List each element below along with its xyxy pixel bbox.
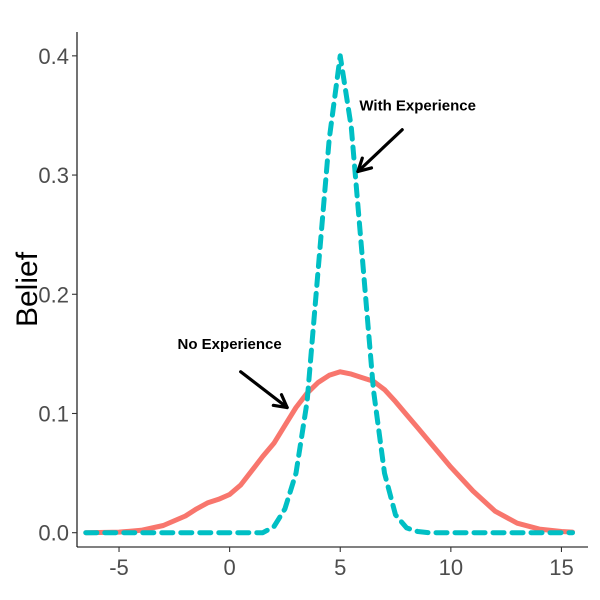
y-axis-title: Belief [11, 251, 44, 327]
arrow-shaft [239, 370, 289, 410]
no-experience-arrow [239, 370, 289, 410]
arrow-head [271, 393, 289, 410]
with-experience-label: With Experience [359, 98, 476, 115]
with-experience-arrow [356, 128, 404, 174]
y-tick-label: 0.1 [38, 401, 69, 426]
no-experience-line [83, 369, 575, 536]
x-ticks: -5 0 5 10 15 [109, 547, 574, 580]
y-tick-label: 0.3 [38, 163, 69, 188]
arrow-head [356, 156, 374, 174]
arrow-shaft [356, 128, 404, 174]
x-tick-label: 0 [224, 555, 236, 580]
y-tick-label: 0.4 [38, 44, 69, 69]
x-tick-label: 5 [334, 555, 346, 580]
y-ticks: 0.0 0.1 0.2 0.3 0.4 [38, 44, 77, 546]
y-tick-label: 0.0 [38, 521, 69, 546]
x-tick-label: -5 [109, 555, 129, 580]
no-experience-label: No Experience [178, 336, 282, 353]
series [83, 53, 575, 536]
with-experience-line [83, 53, 575, 536]
annotations: No Experience With Experience [178, 98, 476, 410]
y-tick-label: 0.2 [38, 282, 69, 307]
x-tick-label: 10 [439, 555, 463, 580]
axes [76, 32, 588, 548]
x-tick-label: 15 [549, 555, 573, 580]
